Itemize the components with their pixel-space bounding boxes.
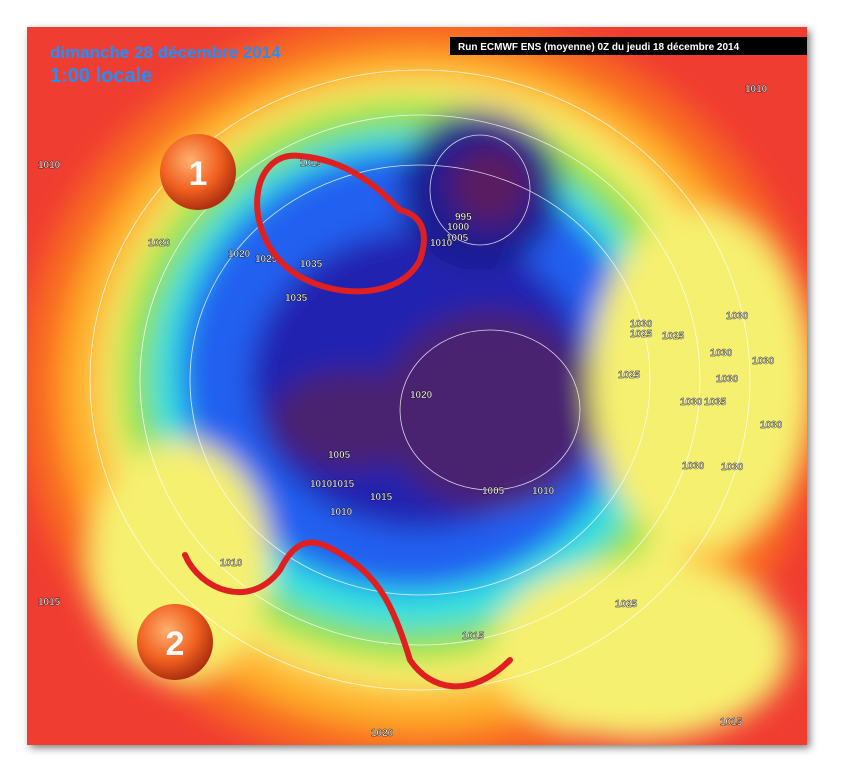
isobar-label: 1015 — [462, 631, 485, 642]
date-label: dimanche 28 décembre 2014 — [50, 43, 281, 62]
isobar-label: 1005 — [446, 233, 469, 244]
isobar-label: 1015 — [300, 158, 323, 169]
isobar-label: 1030 — [716, 374, 739, 385]
isobar-label: 1030 — [682, 461, 705, 472]
isobar-label: 1025 — [662, 331, 685, 342]
isobar-label: 1035 — [300, 259, 323, 270]
pressure-field — [27, 27, 807, 745]
run-banner — [450, 37, 807, 55]
isobar-label: 1030 — [630, 319, 653, 330]
isobar-label: 1025 — [630, 329, 653, 340]
isobar-label: 1035 — [704, 397, 727, 408]
isobar-label: 995 — [455, 212, 472, 223]
isobar-label: 1010 — [38, 160, 61, 171]
isobar-label: 1020 — [148, 238, 171, 249]
annotation-curve — [254, 152, 427, 295]
isobar-label: 1020 — [371, 728, 394, 739]
marker-label: 1 — [189, 155, 208, 193]
annotation-curve — [182, 539, 513, 690]
isobar-label: 1015 — [720, 717, 743, 728]
isobar-label: 1025 — [615, 599, 638, 610]
time-label: 1:00 locale — [50, 65, 152, 87]
isobar-label: 1025 — [618, 370, 641, 381]
marker — [160, 134, 236, 210]
isobar-label: 1025 — [255, 254, 278, 265]
isobar-label: 1010 — [310, 479, 333, 490]
isobar-label: 1015 — [38, 597, 61, 608]
run-label: Run ECMWF ENS (moyenne) 0Z du jeudi 18 d… — [458, 42, 740, 53]
isobar-label: 1030 — [752, 356, 775, 367]
isobar-label: 1010 — [220, 558, 243, 569]
marker-label: 2 — [166, 625, 185, 663]
isobar-label: 1030 — [760, 420, 783, 431]
isobar-label: 1030 — [680, 397, 703, 408]
isobar-label: 1020 — [228, 249, 251, 260]
isobar-label: 1015 — [332, 479, 355, 490]
marker — [137, 604, 213, 680]
isobar-label: 1000 — [447, 222, 470, 233]
isobar-label: 1005 — [328, 450, 351, 461]
isobar-label: 1010 — [330, 507, 353, 518]
isobar-label: 1030 — [721, 462, 744, 473]
isobar-label: 1010 — [532, 486, 555, 497]
isobar-label: 1035 — [285, 293, 308, 304]
isobar-label: 1020 — [410, 390, 433, 401]
isobar-label: 1015 — [370, 492, 393, 503]
isobar-label: 1030 — [710, 348, 733, 359]
isobar-label: 1010 — [745, 84, 768, 95]
isobar-label: 1010 — [430, 238, 453, 249]
isobar-label: 1030 — [726, 311, 749, 322]
isobar-label: 1005 — [482, 486, 505, 497]
